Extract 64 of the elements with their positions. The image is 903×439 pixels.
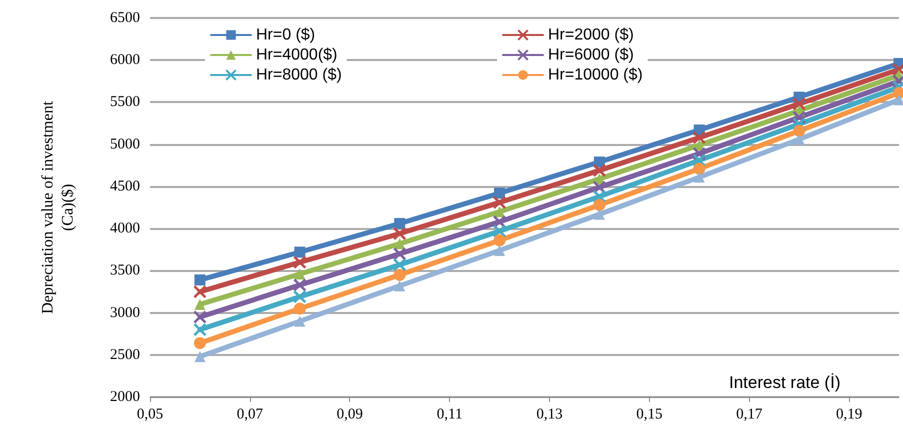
point [293,278,307,292]
y-tick-label: 2000 [110,389,140,405]
x-tick-label: 0,17 [736,406,763,422]
point [692,130,706,144]
y-tick-label: 3000 [110,304,140,321]
point [694,172,705,183]
point [594,208,605,220]
point [692,154,706,168]
point [792,97,806,111]
point [794,134,805,145]
point [592,190,606,204]
point [492,224,506,238]
point [394,268,406,281]
y-tick-label: 6000 [110,52,140,68]
point [494,206,506,218]
y-tick-label: 3500 [110,262,140,279]
x-tick-label: 0,13 [536,406,563,422]
legend-label: Hr=10000 ($) [548,66,643,84]
x-tick-label: 0,07 [236,406,264,422]
legend-label: Hr=2000 ($) [548,26,634,44]
point [593,198,606,211]
x-tick-label: 0,15 [636,406,662,422]
point [494,188,506,199]
y-tick-label: 6500 [110,10,140,26]
legend-label: Hr=4000($) [256,46,338,64]
point [392,226,406,240]
y-axis-title: Depreciation value of investment (Ca)($) [40,100,76,314]
point [592,164,606,178]
point [294,268,306,280]
x-tick-label: 0,11 [436,406,462,422]
point [392,247,406,261]
point [792,117,806,131]
point [394,280,406,292]
point [293,290,307,304]
point [392,258,406,272]
legend-label: Hr=8000 ($) [256,66,342,84]
x-tick-label: 0,09 [336,406,363,422]
y-tick-label: 4500 [110,178,140,194]
point [194,337,206,350]
point [194,351,206,362]
point [494,244,506,256]
y-tick-label: 5500 [110,94,140,110]
x-tick-label: 0,05 [136,406,164,422]
point [793,124,806,137]
legend-label: Hr=6000 ($) [548,46,634,64]
point [394,218,406,229]
legend-label: Hr=0 ($) [256,26,316,44]
point [193,322,207,336]
point [294,316,306,327]
point [492,196,506,210]
point [294,246,306,258]
point [194,274,206,286]
point [494,234,506,246]
y-tick-label: 4000 [110,220,140,237]
point [194,298,206,310]
point [294,302,306,315]
point [693,162,706,175]
y-tick-label: 5000 [110,136,140,152]
point [193,284,207,298]
x-axis-title: Interest rate (İ) [729,373,840,392]
x-tick-label: 0,19 [836,406,862,422]
point [193,310,207,324]
point [293,255,307,269]
y-tick-label: 2500 [110,346,140,363]
